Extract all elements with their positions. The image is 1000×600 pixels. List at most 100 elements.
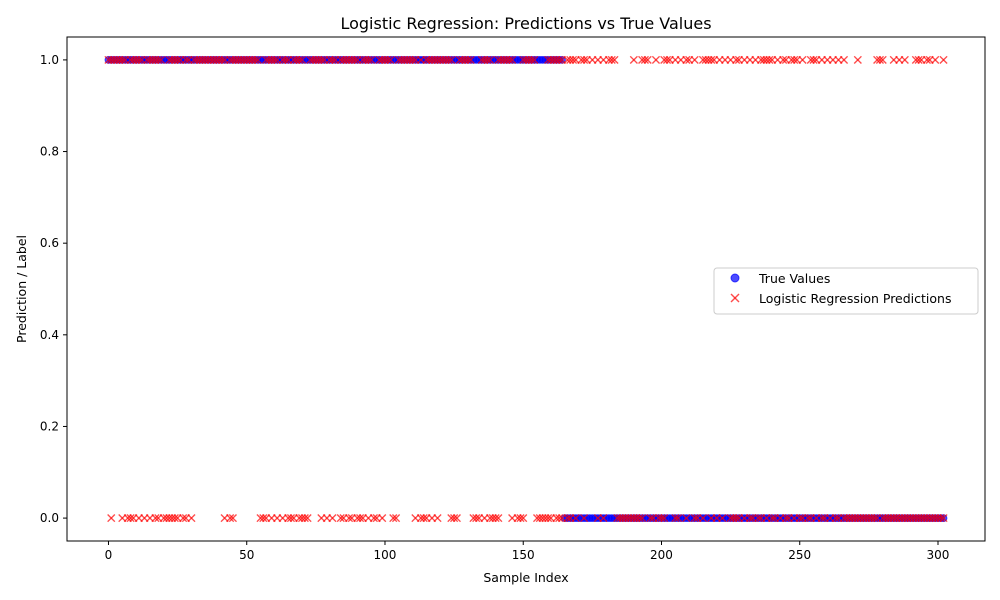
prediction-point <box>156 55 166 65</box>
prediction-point <box>875 55 885 65</box>
prediction-point <box>795 513 804 523</box>
prediction-point <box>732 55 741 65</box>
prediction-point <box>217 55 226 65</box>
prediction-point <box>745 513 755 523</box>
prediction-point <box>698 513 708 523</box>
prediction-point <box>629 55 638 65</box>
prediction-point <box>450 513 459 523</box>
prediction-point <box>638 513 647 523</box>
prediction-point <box>187 513 196 523</box>
prediction-point <box>682 513 691 523</box>
prediction-point <box>870 513 879 523</box>
prediction-point <box>571 513 580 523</box>
prediction-point <box>640 55 649 65</box>
prediction-point <box>754 513 763 523</box>
prediction-point <box>250 55 260 65</box>
prediction-point <box>579 513 589 523</box>
prediction-point <box>657 513 666 523</box>
y-tick-label: 0.2 <box>40 419 59 433</box>
prediction-point <box>270 55 279 65</box>
prediction-point <box>179 513 188 523</box>
prediction-point <box>682 55 691 65</box>
prediction-point <box>295 55 304 65</box>
prediction-point <box>317 55 326 65</box>
prediction-point <box>660 513 669 523</box>
prediction-point <box>286 513 296 523</box>
prediction-point <box>126 513 135 523</box>
prediction-point <box>491 513 500 523</box>
prediction-point <box>610 55 619 65</box>
prediction-point <box>118 55 127 65</box>
prediction-point <box>690 55 699 65</box>
y-tick-label: 0.0 <box>40 511 59 525</box>
y-axis-label: Prediction / Label <box>14 235 29 343</box>
prediction-point <box>922 55 932 65</box>
prediction-point <box>364 55 373 65</box>
prediction-point <box>369 513 379 523</box>
legend-box <box>713 267 979 315</box>
prediction-point <box>914 55 923 65</box>
prediction-point <box>447 55 456 65</box>
prediction-point <box>579 55 589 65</box>
prediction-point <box>253 55 262 65</box>
prediction-point <box>607 55 616 65</box>
prediction-point <box>297 55 307 65</box>
prediction-point <box>419 513 428 523</box>
prediction-point <box>936 513 945 523</box>
prediction-point <box>635 513 644 523</box>
prediction-point <box>170 513 179 523</box>
prediction-point <box>300 513 309 523</box>
prediction-point <box>228 513 237 523</box>
prediction-point <box>444 55 453 65</box>
prediction-point <box>107 513 116 523</box>
prediction-point <box>563 513 572 523</box>
prediction-point <box>173 55 182 65</box>
x-tick-label: 200 <box>650 548 673 562</box>
prediction-point <box>134 55 143 65</box>
prediction-point <box>931 55 940 65</box>
prediction-point <box>718 513 727 523</box>
prediction-point <box>516 513 525 523</box>
chart-title: Logistic Regression: Predictions vs True… <box>340 14 711 33</box>
prediction-point <box>328 55 337 65</box>
y-tick-label: 0.6 <box>40 236 59 250</box>
prediction-point <box>767 513 777 523</box>
prediction-point <box>779 55 788 65</box>
prediction-point <box>809 55 818 65</box>
prediction-point <box>527 55 536 65</box>
x-tick-label: 150 <box>512 548 535 562</box>
legend-marker-true-values <box>730 273 740 283</box>
prediction-point <box>643 55 652 65</box>
prediction-point <box>690 513 699 523</box>
prediction-point <box>508 55 517 65</box>
prediction-point <box>151 513 160 523</box>
prediction-point <box>356 513 365 523</box>
prediction-point <box>544 513 553 523</box>
prediction-point <box>790 55 799 65</box>
prediction-point <box>673 513 683 523</box>
legend: True Values Logistic Regression Predicti… <box>713 267 979 315</box>
prediction-point <box>798 55 807 65</box>
prediction-point <box>344 513 354 523</box>
x-tick-label: 250 <box>788 548 811 562</box>
prediction-point <box>530 55 539 65</box>
prediction-point <box>781 513 791 523</box>
x-tick-label: 300 <box>927 548 950 562</box>
y-tick-label: 0.8 <box>40 145 59 159</box>
prediction-point <box>900 55 909 65</box>
prediction-point <box>433 513 442 523</box>
prediction-point <box>336 513 345 523</box>
prediction-point <box>555 513 564 523</box>
legend-label-predictions: Logistic Regression Predictions <box>759 291 952 306</box>
prediction-point <box>389 513 398 523</box>
y-tick-label: 0.4 <box>40 328 59 342</box>
x-tick-label: 100 <box>374 548 397 562</box>
prediction-point <box>555 55 564 65</box>
prediction-point <box>452 513 461 523</box>
prediction-point <box>281 55 290 65</box>
prediction-point <box>817 513 826 523</box>
prediction-point <box>671 513 680 523</box>
prediction-point <box>599 513 608 523</box>
prediction-point <box>662 55 672 65</box>
x-tick-label: 50 <box>239 548 254 562</box>
